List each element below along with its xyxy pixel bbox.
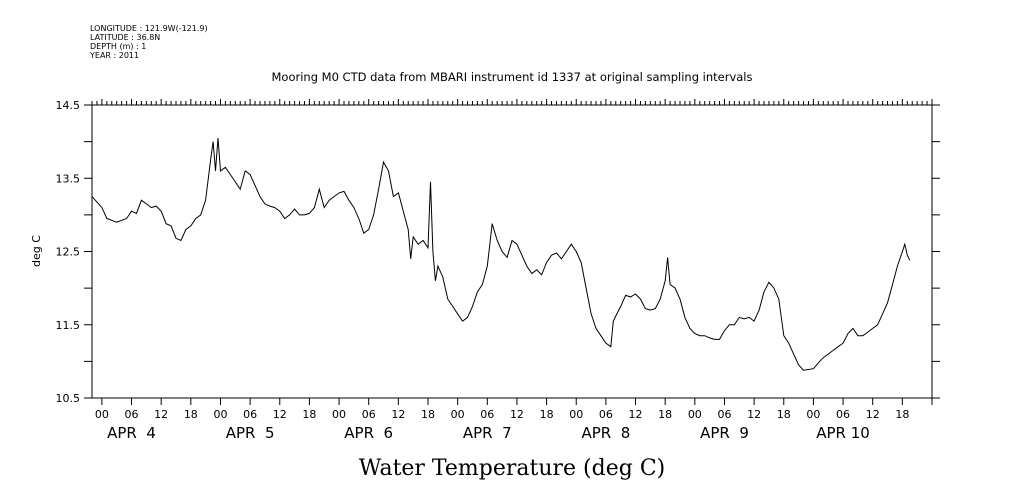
x-hour-label: 00	[688, 408, 702, 421]
x-hour-label: 06	[480, 408, 494, 421]
plot-frame	[91, 104, 933, 399]
x-axis: 00 06 12 18 00 06 12 18 00 06 12 18 00 06 12 18 00 06 12 18…	[91, 99, 933, 442]
x-hour-label: 00	[806, 408, 820, 421]
x-hour-label: 18	[540, 408, 554, 421]
x-axis-label: Water Temperature (deg C)	[359, 456, 666, 481]
y-tick-label: 13.5	[56, 172, 81, 185]
x-hour-label: 12	[747, 408, 761, 421]
y-tick-label: 10.5	[56, 392, 81, 405]
x-hour-label: 12	[273, 408, 287, 421]
latitude-label: LATITUDE : 36.8N	[90, 33, 160, 42]
y-axis-label: deg C	[30, 235, 43, 267]
x-hour-label: 06	[836, 408, 850, 421]
x-hour-label: 00	[213, 408, 227, 421]
x-date-label: APR 9	[700, 424, 749, 442]
y-axis: 10.5 11.5 12.5 13.5 14.5	[56, 99, 940, 405]
x-hour-label: 00	[95, 408, 109, 421]
x-date-label: APR 5	[226, 424, 275, 442]
x-hour-label: 18	[777, 408, 791, 421]
x-hour-label: 00	[332, 408, 346, 421]
x-hour-label: 06	[243, 408, 257, 421]
longitude-label: LONGITUDE : 121.9W(-121.9)	[90, 24, 208, 33]
year-label: YEAR : 2011	[89, 51, 139, 60]
x-hour-label: 06	[717, 408, 731, 421]
x-hour-label: 18	[184, 408, 198, 421]
x-hour-label: 18	[421, 408, 435, 421]
x-hour-label: 12	[510, 408, 524, 421]
x-hour-label: 06	[599, 408, 613, 421]
x-hour-label: 12	[629, 408, 643, 421]
depth-label: DEPTH (m) : 1	[90, 42, 146, 51]
x-hour-label: 18	[658, 408, 672, 421]
water-temperature-line	[91, 137, 911, 371]
x-hour-label: 12	[154, 408, 168, 421]
x-hour-label: 00	[569, 408, 583, 421]
x-date-label: APR 8	[581, 424, 630, 442]
x-hour-label: 12	[391, 408, 405, 421]
x-hour-label: 12	[866, 408, 880, 421]
x-hour-label: 00	[451, 408, 465, 421]
x-hour-label: 18	[895, 408, 909, 421]
y-tick-label: 14.5	[56, 99, 81, 112]
x-date-label: APR 6	[344, 424, 393, 442]
chart-title: Mooring M0 CTD data from MBARI instrumen…	[272, 70, 753, 84]
x-hour-label: 06	[125, 408, 139, 421]
x-hour-label: 18	[302, 408, 316, 421]
x-date-label: APR 4	[107, 424, 156, 442]
y-tick-label: 12.5	[56, 246, 81, 259]
x-date-label: APR 10	[816, 424, 870, 442]
x-hour-label: 06	[362, 408, 376, 421]
x-date-label: APR 7	[463, 424, 512, 442]
y-tick-label: 11.5	[56, 319, 81, 332]
